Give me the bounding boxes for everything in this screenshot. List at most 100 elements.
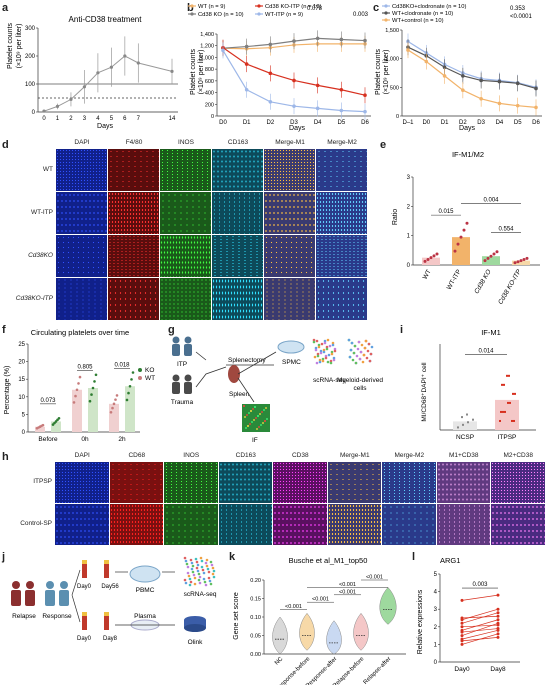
- micrograph-tile: [212, 235, 263, 277]
- micrograph-tile: [218, 504, 272, 545]
- umap-point: [333, 347, 337, 351]
- micrograph-tile: [316, 235, 367, 277]
- pair-line: [461, 637, 499, 642]
- umap-point: [198, 581, 202, 585]
- micrograph-tile: [164, 504, 218, 545]
- data-point: [460, 598, 464, 602]
- x-tick-label: D6: [532, 120, 540, 126]
- column-header: CD163: [227, 139, 249, 146]
- l-title: ARG1: [440, 556, 460, 565]
- umap-point: [325, 345, 329, 349]
- data-point: [496, 614, 500, 618]
- umap-point: [324, 354, 328, 358]
- umap-point: [331, 341, 335, 345]
- data-point: [268, 99, 273, 104]
- data-point: [502, 410, 504, 413]
- data-point: [109, 65, 113, 69]
- data-point: [170, 69, 174, 73]
- micrograph-tile: [436, 462, 490, 503]
- umap-point: [359, 350, 363, 354]
- panel-label-h: h: [2, 451, 9, 463]
- x-tick-label: D1: [243, 120, 251, 126]
- umap-point: [190, 561, 194, 565]
- x-tick-label: D4: [314, 120, 322, 126]
- data-point: [496, 611, 500, 615]
- micrograph-tile: [436, 504, 490, 545]
- micrograph-tile: [264, 149, 315, 191]
- data-point: [512, 392, 514, 395]
- if-dot: [244, 416, 246, 418]
- data-point: [93, 380, 96, 383]
- umap-point: [321, 357, 325, 361]
- data-point: [90, 393, 93, 396]
- panel-d: DAPI F4/80 INOS CD163 Merge-M1 Merge-M2 WT WT-I…: [0, 137, 372, 322]
- j-day56: Day56: [101, 584, 119, 590]
- p-value: 0.003: [472, 582, 488, 588]
- umap-point: [195, 566, 199, 570]
- umap-point: [329, 361, 333, 365]
- data-point: [423, 259, 427, 263]
- umap-point: [194, 557, 198, 561]
- data-point: [55, 104, 60, 108]
- data-point: [339, 87, 344, 92]
- violin: [272, 616, 288, 655]
- data-point: [460, 642, 464, 646]
- if-dot: [255, 417, 257, 419]
- micrograph-tile: [56, 278, 107, 320]
- umap-point: [312, 338, 316, 342]
- j-olink: Olink: [188, 639, 204, 646]
- umap-point: [349, 348, 353, 352]
- p-value: 0.554: [498, 227, 514, 233]
- y-tick-label: 300: [25, 26, 36, 32]
- data-point: [74, 394, 77, 398]
- umap-point: [319, 351, 323, 355]
- data-point: [112, 402, 116, 406]
- micrograph-tile: [273, 504, 327, 545]
- y-tick-label: 0: [211, 114, 214, 120]
- umap-point: [323, 339, 327, 343]
- umap-point: [363, 346, 367, 350]
- y-tick-label: 800: [205, 67, 214, 73]
- if-dot: [263, 409, 265, 411]
- series-line: [407, 40, 537, 88]
- umap-point: [189, 558, 193, 562]
- micrograph-tile: [56, 192, 107, 234]
- f-title: Circulating platelets over time: [31, 328, 129, 337]
- column-header: Merge-M1: [339, 452, 370, 459]
- legend-marker: [384, 4, 388, 8]
- legend-label: WT+clodronate (n = 10): [392, 11, 453, 17]
- micrograph-tile: [164, 462, 218, 503]
- x-tick-label: D0: [219, 120, 227, 126]
- umap-point: [315, 339, 319, 343]
- data-point: [479, 97, 483, 101]
- i-title: IF-M1: [481, 328, 501, 337]
- bar: [512, 260, 530, 265]
- x-tick-label: Before: [38, 436, 58, 443]
- legend-marker: [257, 4, 261, 8]
- umap-point: [326, 360, 330, 364]
- panel-a-chart: Platelet counts (×10⁹ per liter) Anti-CD…: [7, 15, 178, 130]
- scrna-umap-plot: [183, 556, 216, 587]
- data-point: [467, 421, 469, 424]
- y-tick-label: 0: [434, 660, 438, 666]
- data-point: [77, 382, 80, 385]
- umap-point: [314, 346, 318, 350]
- x-tick-label: 2: [69, 116, 73, 122]
- g-connector: [195, 351, 227, 388]
- data-point: [492, 252, 496, 256]
- row-label: WT: [42, 165, 53, 173]
- umap-point: [195, 560, 199, 564]
- x-tick-label: D3: [477, 120, 485, 126]
- g-trauma: Trauma: [171, 399, 194, 406]
- p-value: <0.001: [366, 575, 383, 581]
- umap-point: [186, 565, 190, 569]
- if-dot: [245, 427, 247, 429]
- data-point: [500, 410, 502, 413]
- umap-point: [356, 347, 360, 351]
- x-tick-label: Cd38 KO: [473, 269, 492, 296]
- a-ylabel-1: Platelet counts: [7, 23, 14, 69]
- column-header: INOS: [183, 452, 200, 459]
- umap-point: [317, 345, 321, 349]
- p-value: 0.018: [114, 363, 130, 369]
- x-tick-label: D5: [514, 120, 522, 126]
